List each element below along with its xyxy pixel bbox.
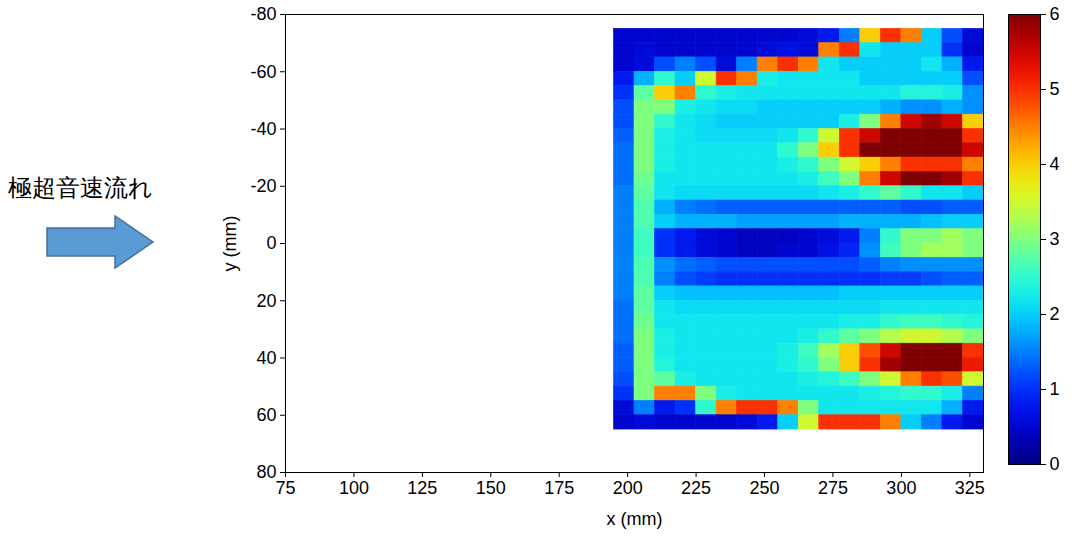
svg-text:250: 250	[749, 478, 779, 498]
svg-text:150: 150	[476, 478, 506, 498]
svg-text:175: 175	[544, 478, 574, 498]
svg-text:x (mm): x (mm)	[607, 509, 663, 529]
svg-text:3: 3	[1050, 229, 1060, 249]
svg-text:125: 125	[407, 478, 437, 498]
svg-text:0: 0	[1050, 454, 1060, 474]
svg-text:1: 1	[1050, 379, 1060, 399]
svg-text:-20: -20	[250, 176, 276, 196]
svg-text:-40: -40	[250, 119, 276, 139]
svg-text:100: 100	[339, 478, 369, 498]
svg-text:40: 40	[256, 348, 276, 368]
svg-text:-80: -80	[250, 4, 276, 24]
svg-text:y (mm): y (mm)	[220, 216, 240, 272]
svg-text:300: 300	[886, 478, 916, 498]
svg-text:4: 4	[1050, 154, 1060, 174]
svg-text:0: 0	[266, 233, 276, 253]
svg-text:325: 325	[955, 478, 985, 498]
svg-text:-60: -60	[250, 62, 276, 82]
svg-text:200: 200	[613, 478, 643, 498]
svg-text:60: 60	[256, 405, 276, 425]
html-text:極超音速流れ: 極超音速流れ	[8, 174, 153, 201]
svg-text:20: 20	[256, 291, 276, 311]
svg-text:225: 225	[681, 478, 711, 498]
svg-text:80: 80	[256, 462, 276, 482]
svg-text:75: 75	[275, 478, 295, 498]
svg-text:6: 6	[1050, 4, 1060, 24]
svg-text:2: 2	[1050, 304, 1060, 324]
svg-text:5: 5	[1050, 79, 1060, 99]
svg-text:275: 275	[818, 478, 848, 498]
